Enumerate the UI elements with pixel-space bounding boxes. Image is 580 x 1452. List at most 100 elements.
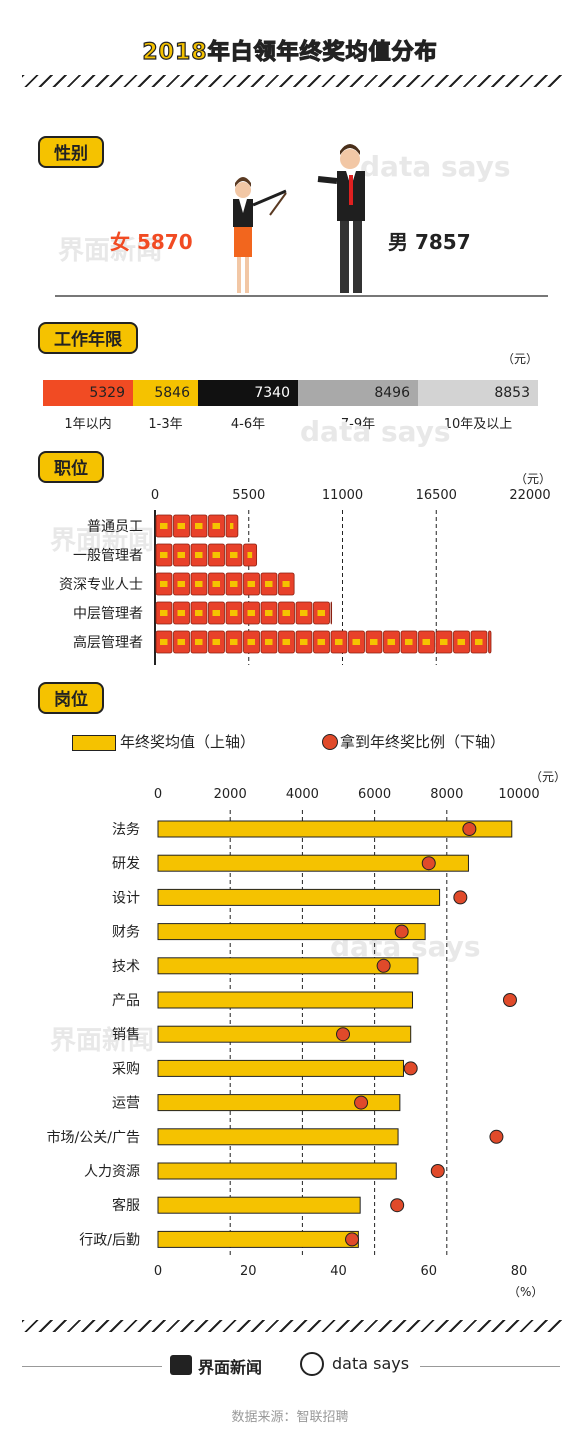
legend-bar-label: 年终奖均值（上轴） <box>120 733 256 751</box>
male-stat: 男 7857 <box>388 226 471 255</box>
job-category-label: 市场/公关/广告 <box>47 1129 140 1146</box>
job-category-label: 技术 <box>112 959 140 975</box>
female-figure-icon <box>233 177 287 293</box>
job-bar <box>157 1128 399 1146</box>
position-bar <box>155 572 295 596</box>
job-ratio-dot <box>462 822 477 836</box>
female-label: 女 <box>110 230 130 254</box>
position-tick-label: 16500 <box>415 488 457 503</box>
job-bar <box>157 1196 361 1214</box>
job-bar <box>157 957 419 975</box>
position-category-label: 普通员工 <box>87 519 143 535</box>
job-category-label: 运营 <box>112 1096 140 1112</box>
job-ratio-dot <box>489 1129 504 1144</box>
female-value: 5870 <box>136 230 193 254</box>
legend-dot-label: 拿到年终奖比例（下轴） <box>340 733 506 751</box>
gender-illustration <box>55 144 548 297</box>
job-ratio-dot <box>390 1198 405 1213</box>
position-category-label: 资深专业人士 <box>59 577 143 593</box>
job-ratio-dot <box>453 890 468 905</box>
job-bar <box>157 991 414 1009</box>
section-label-position: 职位 <box>38 451 104 483</box>
job-bar <box>157 1230 359 1248</box>
jiemian-logo-icon <box>170 1355 192 1375</box>
experience-unit: （元） <box>502 352 539 366</box>
position-unit: （元） <box>515 472 552 486</box>
experience-segment-value: 5329 <box>43 380 133 406</box>
job-category-label: 法务 <box>112 822 140 838</box>
job-category-label: 行政/后勤 <box>79 1232 140 1248</box>
experience-segment-label: 1年以内 <box>64 417 112 432</box>
footer-brand-jiemian: 界面新闻 <box>198 1358 263 1377</box>
job-top-tick-label: 8000 <box>430 787 464 802</box>
male-label: 男 <box>388 230 408 254</box>
job-category-label: 设计 <box>112 890 140 906</box>
position-category-label: 中层管理者 <box>73 606 143 622</box>
top-divider <box>22 75 562 87</box>
job-bottom-tick-label: 0 <box>153 1264 163 1279</box>
job-bottom-unit: （%） <box>508 1285 544 1299</box>
position-tick-label: 0 <box>150 488 160 503</box>
position-bar <box>155 601 333 625</box>
section-label-job: 岗位 <box>38 682 104 714</box>
position-category-label: 一般管理者 <box>73 548 143 564</box>
job-category-label: 采购 <box>112 1061 140 1077</box>
footer-brand-datasays: data says <box>332 1354 410 1373</box>
position-bar <box>155 514 239 538</box>
female-stat: 女 5870 <box>110 226 193 255</box>
experience-segment-label: 4-6年 <box>230 417 266 432</box>
job-bottom-tick-label: 60 <box>420 1264 438 1279</box>
experience-segment-label: 1-3年 <box>148 417 183 432</box>
job-bar <box>157 1094 401 1112</box>
bottom-divider <box>22 1320 562 1332</box>
job-bar <box>157 1025 412 1043</box>
job-category-label: 销售 <box>112 1027 140 1043</box>
job-ratio-dot <box>336 1027 351 1042</box>
footer-line-right <box>420 1366 560 1367</box>
position-category-label: 高层管理者 <box>73 634 143 651</box>
position-bar <box>155 543 258 567</box>
legend-bar-swatch <box>72 735 116 751</box>
job-bar <box>157 888 441 906</box>
job-bottom-tick-label: 80 <box>510 1264 528 1279</box>
job-top-tick-label: 6000 <box>358 787 392 802</box>
position-tick-label: 5500 <box>232 488 266 503</box>
job-category-label: 财务 <box>112 925 140 941</box>
job-ratio-dot <box>354 1095 369 1110</box>
job-ratio-dot <box>421 856 436 871</box>
job-top-tick-label: 4000 <box>285 787 319 802</box>
job-ratio-dot <box>430 1164 445 1178</box>
legend-dot-swatch <box>322 734 338 750</box>
male-figure-icon <box>317 144 365 293</box>
job-category-label: 研发 <box>112 856 140 872</box>
job-bar <box>157 923 426 941</box>
job-top-tick-label: 0 <box>153 787 163 802</box>
job-ratio-dot <box>376 958 391 973</box>
section-label-gender: 性别 <box>38 136 104 168</box>
job-top-unit: （元） <box>530 770 567 784</box>
male-value: 7857 <box>414 230 471 254</box>
footer-line-left <box>22 1366 162 1367</box>
position-tick-label: 22000 <box>509 488 551 503</box>
job-ratio-dot <box>394 924 409 939</box>
experience-segment-label: 10年及以上 <box>443 417 513 432</box>
experience-segment-value: 5846 <box>133 380 198 406</box>
experience-segment-label: 7-9年 <box>340 417 376 432</box>
job-bar <box>157 820 513 838</box>
job-category-label: 产品 <box>112 993 140 1009</box>
experience-segment-value: 7340 <box>198 380 298 406</box>
experience-segment-value: 8853 <box>418 380 538 406</box>
job-bar <box>157 1162 397 1180</box>
job-bottom-tick-label: 20 <box>239 1264 257 1279</box>
experience-segment-value: 8496 <box>298 380 418 406</box>
job-category-label: 人力资源 <box>84 1164 140 1180</box>
job-category-label: 客服 <box>112 1197 140 1214</box>
section-label-experience: 工作年限 <box>38 322 138 354</box>
position-tick-label: 11000 <box>321 488 364 503</box>
position-bar <box>155 630 492 654</box>
job-ratio-dot <box>502 993 517 1007</box>
job-top-tick-label: 10000 <box>498 787 540 802</box>
page-title: 2018年白领年终奖均值分布 <box>142 39 438 65</box>
